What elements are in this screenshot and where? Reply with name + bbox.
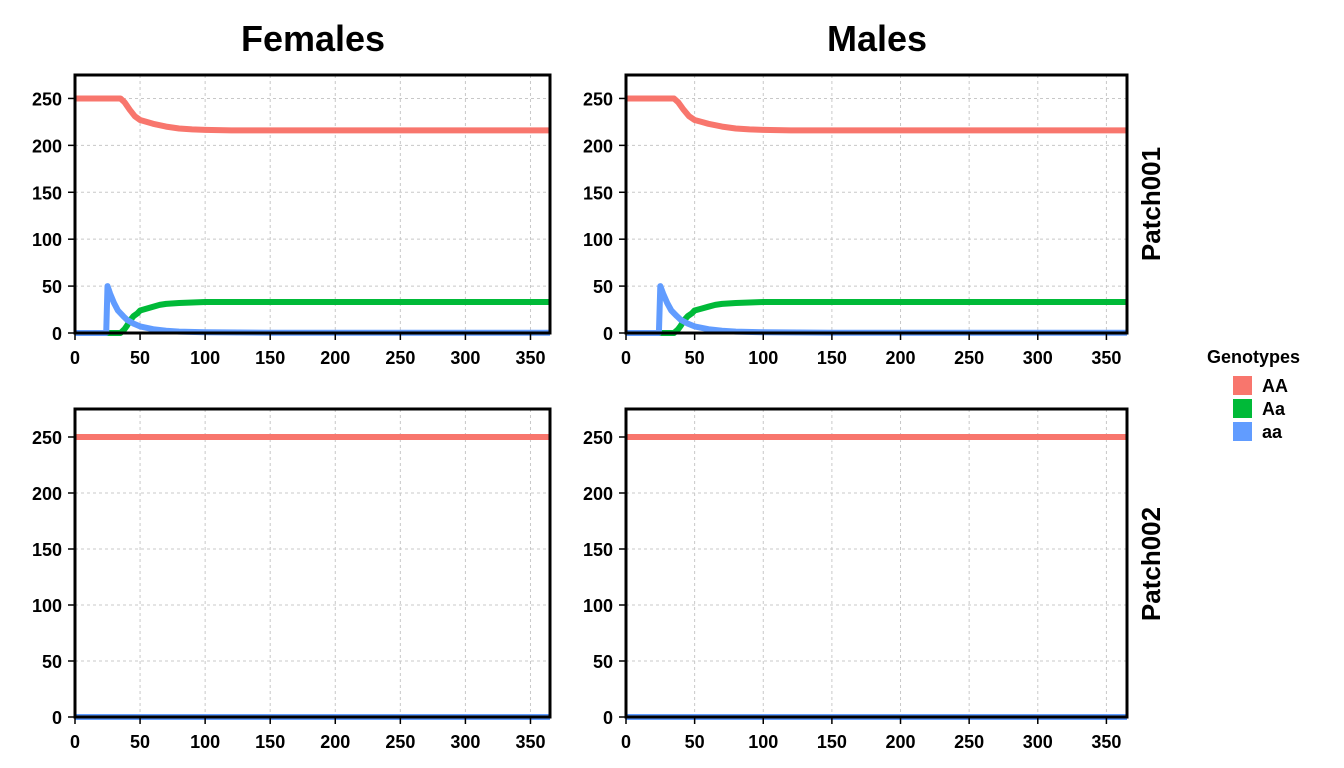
x-tick-label: 200 bbox=[320, 732, 350, 752]
x-tick-label: 350 bbox=[1091, 732, 1121, 752]
x-tick-label: 200 bbox=[885, 732, 915, 752]
x-tick-label: 150 bbox=[255, 732, 285, 752]
panel-males-patch002: 0 50 100 150 200 250 300 350 0 50 100 150 200 250 bbox=[583, 407, 1129, 752]
panel-females-patch001: 0 50 100 150 200 250 300 350 0 50 100 150 200 250 bbox=[32, 73, 552, 368]
series-line-AA bbox=[626, 95, 1127, 134]
column-title-females: Females bbox=[241, 18, 385, 59]
x-tick-label: 100 bbox=[190, 348, 220, 368]
x-tick-label: 350 bbox=[1091, 348, 1121, 368]
panels: 0 50 100 150 200 250 300 350 0 50 100 150 200 250 0 50 1… bbox=[32, 73, 1129, 752]
x-tick-label: 0 bbox=[70, 732, 80, 752]
y-tick-label: 100 bbox=[583, 230, 613, 250]
x-tick-label: 0 bbox=[621, 732, 631, 752]
y-tick-label: 50 bbox=[42, 652, 62, 672]
y-tick-label: 150 bbox=[32, 183, 62, 203]
panel-females-patch002: 0 50 100 150 200 250 300 350 0 50 100 150 200 250 bbox=[32, 407, 552, 752]
y-tick-label: 0 bbox=[52, 324, 62, 344]
y-tick-label: 200 bbox=[32, 484, 62, 504]
legend-swatch-heterozygous bbox=[1233, 399, 1252, 418]
panel-frame bbox=[624, 73, 1129, 335]
x-tick-label: 150 bbox=[255, 348, 285, 368]
legend-label-aa: aa bbox=[1262, 422, 1283, 442]
y-tick-label: 150 bbox=[32, 540, 62, 560]
y-tick-label: 250 bbox=[32, 428, 62, 448]
x-tick-label: 150 bbox=[817, 732, 847, 752]
x-tick-label: 300 bbox=[1023, 732, 1053, 752]
y-tick-label: 100 bbox=[583, 596, 613, 616]
series-line-AA bbox=[75, 95, 550, 134]
x-tick-label: 250 bbox=[954, 348, 984, 368]
y-tick-label: 250 bbox=[32, 89, 62, 109]
x-tick-label: 300 bbox=[450, 732, 480, 752]
x-tick-label: 200 bbox=[320, 348, 350, 368]
x-tick-label: 100 bbox=[190, 732, 220, 752]
legend-label-Aa: Aa bbox=[1262, 399, 1286, 419]
x-tick-label: 150 bbox=[817, 348, 847, 368]
series-line-Aa bbox=[75, 299, 550, 336]
y-tick-label: 150 bbox=[583, 540, 613, 560]
x-tick-label: 300 bbox=[450, 348, 480, 368]
y-tick-label: 0 bbox=[603, 708, 613, 728]
panel-frame bbox=[73, 73, 552, 335]
y-tick-label: 50 bbox=[42, 277, 62, 297]
y-tick-label: 100 bbox=[32, 230, 62, 250]
x-tick-label: 50 bbox=[130, 732, 150, 752]
x-tick-label: 350 bbox=[515, 348, 545, 368]
panel-frame bbox=[73, 407, 552, 719]
y-tick-label: 150 bbox=[583, 183, 613, 203]
row-label-patch002: Patch002 bbox=[1136, 507, 1166, 621]
y-tick-label: 50 bbox=[593, 652, 613, 672]
panel-frame bbox=[624, 407, 1129, 719]
x-tick-label: 250 bbox=[385, 732, 415, 752]
x-tick-label: 0 bbox=[70, 348, 80, 368]
x-tick-label: 250 bbox=[954, 732, 984, 752]
legend-label-AA: AA bbox=[1262, 376, 1288, 396]
y-tick-label: 250 bbox=[583, 89, 613, 109]
y-tick-label: 200 bbox=[32, 136, 62, 156]
y-tick-label: 0 bbox=[52, 708, 62, 728]
panel-males-patch001: 0 50 100 150 200 250 300 350 0 50 100 150 200 250 bbox=[583, 73, 1129, 368]
x-tick-label: 50 bbox=[685, 348, 705, 368]
x-tick-label: 50 bbox=[130, 348, 150, 368]
column-title-males: Males bbox=[827, 18, 927, 59]
row-label-patch001: Patch001 bbox=[1136, 147, 1166, 261]
x-tick-label: 200 bbox=[885, 348, 915, 368]
series-line-Aa bbox=[626, 299, 1127, 336]
x-tick-label: 250 bbox=[385, 348, 415, 368]
y-tick-label: 200 bbox=[583, 484, 613, 504]
x-tick-label: 350 bbox=[515, 732, 545, 752]
x-tick-label: 300 bbox=[1023, 348, 1053, 368]
legend: Genotypes AA Aa aa bbox=[1207, 347, 1300, 442]
legend-swatch-homozygous-recessive bbox=[1233, 422, 1252, 441]
y-tick-label: 0 bbox=[603, 324, 613, 344]
y-tick-label: 100 bbox=[32, 596, 62, 616]
legend-swatch-aa-homozygous-dominant bbox=[1233, 376, 1252, 395]
x-tick-label: 50 bbox=[685, 732, 705, 752]
x-tick-label: 0 bbox=[621, 348, 631, 368]
x-tick-label: 100 bbox=[748, 732, 778, 752]
y-tick-label: 250 bbox=[583, 428, 613, 448]
y-tick-label: 50 bbox=[593, 277, 613, 297]
x-tick-label: 100 bbox=[748, 348, 778, 368]
y-tick-label: 200 bbox=[583, 136, 613, 156]
legend-title: Genotypes bbox=[1207, 347, 1300, 367]
